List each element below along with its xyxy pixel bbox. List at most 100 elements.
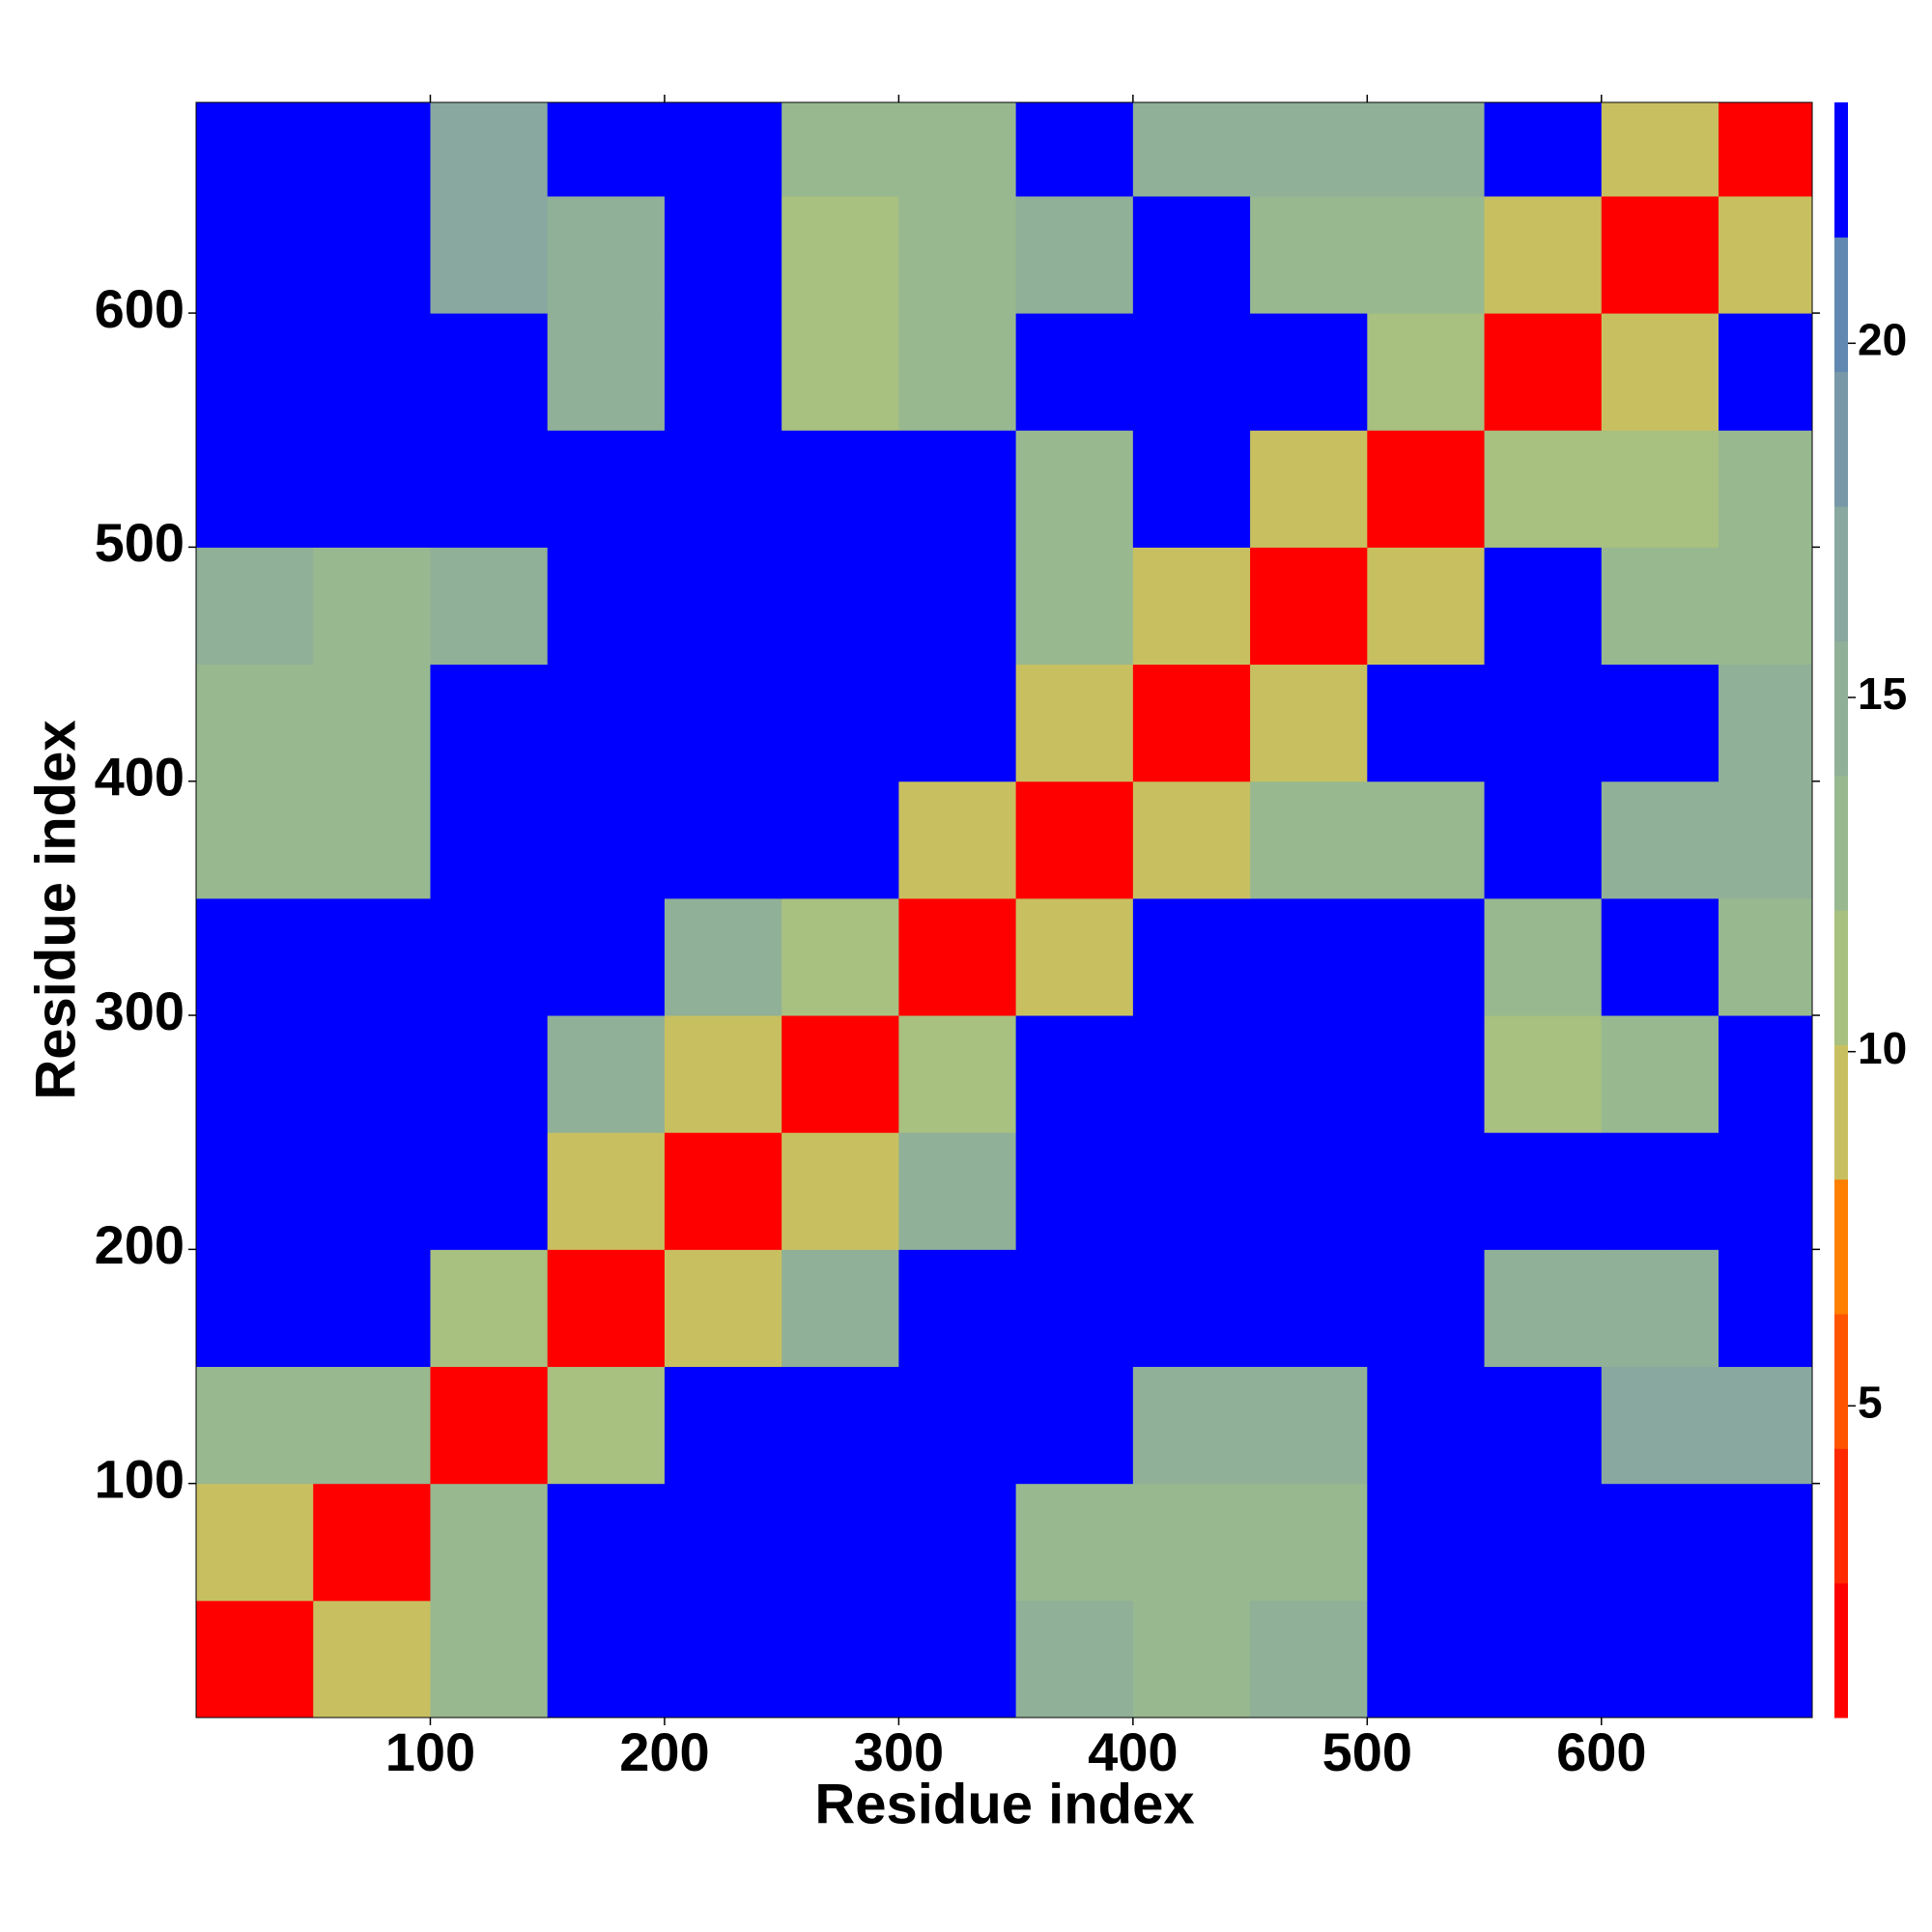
colorbar-segment bbox=[1834, 237, 1848, 373]
heatmap-cell bbox=[1719, 781, 1812, 899]
x-tick-label: 100 bbox=[385, 1721, 475, 1782]
x-tick-label: 300 bbox=[854, 1721, 944, 1782]
heatmap-cell bbox=[664, 547, 782, 666]
x-tick-label: 200 bbox=[619, 1721, 709, 1782]
heatmap-cell bbox=[1719, 1483, 1812, 1602]
heatmap-cell bbox=[1367, 664, 1486, 782]
colorbar-segment bbox=[1834, 640, 1848, 777]
heatmap-cell bbox=[430, 547, 549, 666]
heatmap-cell bbox=[1719, 1132, 1812, 1250]
heatmap-cell bbox=[664, 1600, 782, 1718]
heatmap-cell bbox=[430, 1249, 549, 1368]
heatmap-cell bbox=[1250, 195, 1368, 314]
heatmap-cell bbox=[1719, 430, 1812, 548]
heatmap-cell bbox=[664, 102, 782, 197]
heatmap-cell bbox=[1250, 313, 1368, 431]
heatmap-cell bbox=[1367, 313, 1486, 431]
heatmap-cell bbox=[1601, 1483, 1719, 1602]
heatmap-cell bbox=[1601, 1366, 1719, 1485]
heatmap-cell bbox=[1015, 1132, 1134, 1250]
heatmap-cell bbox=[1601, 102, 1719, 197]
heatmap-cell bbox=[313, 313, 431, 431]
heatmap-cell bbox=[664, 1015, 782, 1133]
heatmap-cell bbox=[1719, 664, 1812, 782]
colorbar-tick-label: 5 bbox=[1858, 1377, 1883, 1427]
heatmap-cell bbox=[1015, 102, 1134, 197]
heatmap-cell bbox=[1015, 1249, 1134, 1368]
heatmap-cell bbox=[196, 1132, 314, 1250]
heatmap-cell bbox=[430, 781, 549, 899]
heatmap-cell bbox=[664, 195, 782, 314]
colorbar-segment bbox=[1834, 775, 1848, 911]
colorbar-segment bbox=[1834, 102, 1848, 238]
heatmap-cell bbox=[1132, 897, 1251, 1016]
heatmap-cell bbox=[430, 1015, 549, 1133]
heatmap-cell bbox=[664, 664, 782, 782]
heatmap-cell bbox=[898, 781, 1017, 899]
heatmap-cell bbox=[781, 1600, 899, 1718]
heatmap-cell bbox=[547, 1483, 666, 1602]
y-axis-label: Residue index bbox=[24, 720, 87, 1099]
heatmap-cell bbox=[781, 195, 899, 314]
heatmap-cell bbox=[1250, 1366, 1368, 1485]
heatmap-cell bbox=[1484, 1366, 1603, 1485]
heatmap-cell bbox=[781, 664, 899, 782]
heatmap-cell bbox=[1484, 1015, 1603, 1133]
heatmap-cell bbox=[898, 1132, 1017, 1250]
heatmap-cell bbox=[430, 1483, 549, 1602]
heatmap-cell bbox=[1132, 1600, 1251, 1718]
heatmap-cell bbox=[664, 1132, 782, 1250]
heatmap-cell bbox=[898, 547, 1017, 666]
heatmap-cell bbox=[313, 1366, 431, 1485]
heatmap-cell bbox=[313, 781, 431, 899]
heatmap-cell bbox=[1367, 1132, 1486, 1250]
heatmap-cell bbox=[1484, 664, 1603, 782]
heatmap-cell bbox=[1367, 897, 1486, 1016]
heatmap-cell bbox=[313, 1132, 431, 1250]
heatmap-cell bbox=[313, 1015, 431, 1133]
heatmap-cell bbox=[898, 1366, 1017, 1485]
heatmap-cell bbox=[547, 1600, 666, 1718]
heatmap-cell bbox=[1601, 664, 1719, 782]
heatmap-cell bbox=[1250, 1015, 1368, 1133]
heatmap-cell bbox=[547, 664, 666, 782]
heatmap-cell bbox=[1601, 313, 1719, 431]
heatmap-cell bbox=[1015, 313, 1134, 431]
heatmap-cell bbox=[664, 430, 782, 548]
heatmap-cell bbox=[196, 1015, 314, 1133]
heatmap-cell bbox=[1015, 430, 1134, 548]
heatmap-cell bbox=[1601, 1249, 1719, 1368]
heatmap-cell bbox=[898, 1249, 1017, 1368]
heatmap-cell bbox=[1367, 1249, 1486, 1368]
heatmap-cell bbox=[313, 102, 431, 197]
heatmap-cell bbox=[313, 664, 431, 782]
heatmap-cell bbox=[1601, 430, 1719, 548]
heatmap-cell bbox=[898, 664, 1017, 782]
heatmap-cell bbox=[430, 1366, 549, 1485]
colorbar-segment bbox=[1834, 1179, 1848, 1315]
y-tick-label: 100 bbox=[95, 1448, 185, 1509]
heatmap-cell bbox=[1484, 897, 1603, 1016]
heatmap-cell bbox=[781, 1366, 899, 1485]
heatmap-cell bbox=[781, 897, 899, 1016]
heatmap-cell bbox=[196, 1483, 314, 1602]
heatmap-cell bbox=[313, 1483, 431, 1602]
heatmap-cell bbox=[1601, 1600, 1719, 1718]
heatmap-cell bbox=[898, 1015, 1017, 1133]
heatmap-cell bbox=[1484, 547, 1603, 666]
heatmap-cell bbox=[1132, 1249, 1251, 1368]
heatmap-cell bbox=[196, 781, 314, 899]
heatmap-cell bbox=[898, 430, 1017, 548]
heatmap-cell bbox=[313, 1600, 431, 1718]
heatmap-cell bbox=[1250, 1132, 1368, 1250]
heatmap-cell bbox=[313, 430, 431, 548]
heatmap-cell bbox=[547, 430, 666, 548]
heatmap-cell bbox=[430, 897, 549, 1016]
heatmap-cell bbox=[313, 1249, 431, 1368]
colorbar-segment bbox=[1834, 1582, 1848, 1719]
heatmap-cell bbox=[1601, 897, 1719, 1016]
heatmap-cell bbox=[1132, 430, 1251, 548]
heatmap-cell bbox=[664, 1366, 782, 1485]
heatmap-cell bbox=[547, 1249, 666, 1368]
